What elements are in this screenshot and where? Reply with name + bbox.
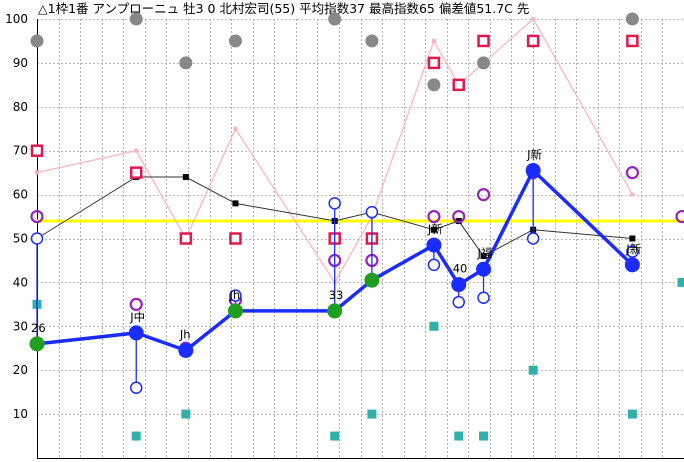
purple-circle-point [427, 209, 441, 224]
red-square-point [427, 56, 441, 70]
y-tick-label: 60 [13, 188, 28, 202]
point-label: J新 [427, 222, 443, 236]
main-series-point [525, 162, 541, 178]
purple-circle-point [452, 209, 466, 224]
main-series-point [29, 336, 45, 352]
pink-series-point [431, 38, 436, 43]
y-tick-label: 20 [13, 363, 28, 377]
red-square-point [30, 144, 44, 157]
black-series-point [480, 253, 487, 260]
main-series-point [364, 272, 380, 288]
open-circle-point [427, 258, 441, 272]
point-label: Jh [179, 327, 191, 341]
teal-square-point [429, 321, 439, 331]
red-square-point [179, 232, 193, 245]
red-square-point [452, 78, 465, 92]
main-series-point [476, 261, 492, 277]
main-series-point [451, 277, 467, 293]
point-label: Jh [228, 288, 240, 302]
y-tick-label: 10 [13, 407, 28, 421]
red-square-point [477, 34, 490, 48]
y-tick-label: 30 [13, 319, 28, 333]
gray-circle-point [365, 34, 379, 48]
pink-series-point [630, 192, 635, 197]
teal-square-point [627, 409, 637, 419]
grid-lines [37, 19, 684, 459]
open-circle-point [229, 289, 242, 302]
main-series-point [227, 303, 243, 319]
gray-circle-point [129, 12, 143, 26]
open-circle-point [365, 205, 379, 219]
y-tick-label: 50 [13, 232, 28, 246]
main-series-point [426, 237, 442, 253]
point-label: 33 [329, 288, 344, 302]
teal-square-point [479, 431, 489, 441]
gray-circle-point [179, 56, 193, 70]
open-circle-point [626, 245, 639, 258]
y-tick-label: 90 [13, 56, 28, 70]
chart-title: △1枠1番 アンプローニュ 牡3 0 北村宏司(55) 平均指数37 最高指数6… [38, 1, 529, 16]
purple-circle-point [476, 188, 491, 202]
y-tick-label: 40 [13, 275, 28, 289]
red-square-point [129, 166, 143, 179]
open-circle-point [452, 295, 465, 309]
gray-circle-point [228, 34, 242, 48]
y-tick-label: 70 [13, 144, 28, 158]
pink-series-point [134, 148, 139, 153]
teal-square-point [181, 409, 191, 419]
point-label: 26 [31, 321, 46, 335]
main-series-point [128, 325, 144, 341]
teal-square-point [330, 431, 340, 441]
point-label: 40 [453, 262, 468, 276]
gray-circle-point [427, 78, 441, 92]
black-series-point [430, 226, 437, 233]
pink-series-point [233, 126, 238, 131]
y-tick-label: 100 [5, 12, 28, 26]
red-square-point [626, 34, 639, 48]
red-square-point [526, 34, 540, 48]
open-circle-point [30, 232, 44, 245]
teal-square-point [367, 409, 377, 419]
point-label: J新 [625, 242, 641, 256]
pink-series-point [531, 17, 536, 21]
gray-circle-point [328, 12, 342, 26]
teal-square-point [454, 431, 464, 441]
open-circle-point [328, 197, 341, 210]
main-series [29, 162, 640, 395]
point-label: J新 [526, 147, 542, 161]
purple-circle-point [30, 209, 44, 224]
open-circle-point [526, 232, 540, 245]
black-series-point [629, 235, 636, 242]
black-series-point [455, 217, 462, 224]
y-axis: 10 20 30 40 50 60 70 80 90 100 [5, 12, 28, 421]
open-circle-point [477, 291, 490, 305]
teal-square-point [131, 431, 141, 441]
red-square-point [229, 232, 242, 245]
point-label: J中 [129, 310, 145, 324]
purple-circle-point [675, 209, 684, 224]
main-series-point [178, 342, 194, 358]
point-label: J福 [477, 246, 493, 260]
gray-circle-point [477, 56, 491, 70]
gray-circle-point [625, 12, 639, 26]
purple-circle-point [129, 297, 143, 311]
black-series-point [182, 174, 189, 181]
purple-circle-point [625, 166, 639, 180]
y-tick-label: 80 [13, 100, 28, 114]
teal-square-point [528, 365, 538, 375]
main-series-point [327, 303, 343, 319]
point-labels: 26 J中 Jh Jh 33 J新 40 J福 J新 J新 [31, 147, 642, 341]
black-series-point [232, 200, 239, 207]
gray-circle-point [30, 34, 44, 48]
teal-square-point [677, 277, 684, 287]
open-circle-point [129, 381, 143, 395]
pink-series-point [35, 170, 39, 175]
main-series-point [624, 257, 640, 273]
